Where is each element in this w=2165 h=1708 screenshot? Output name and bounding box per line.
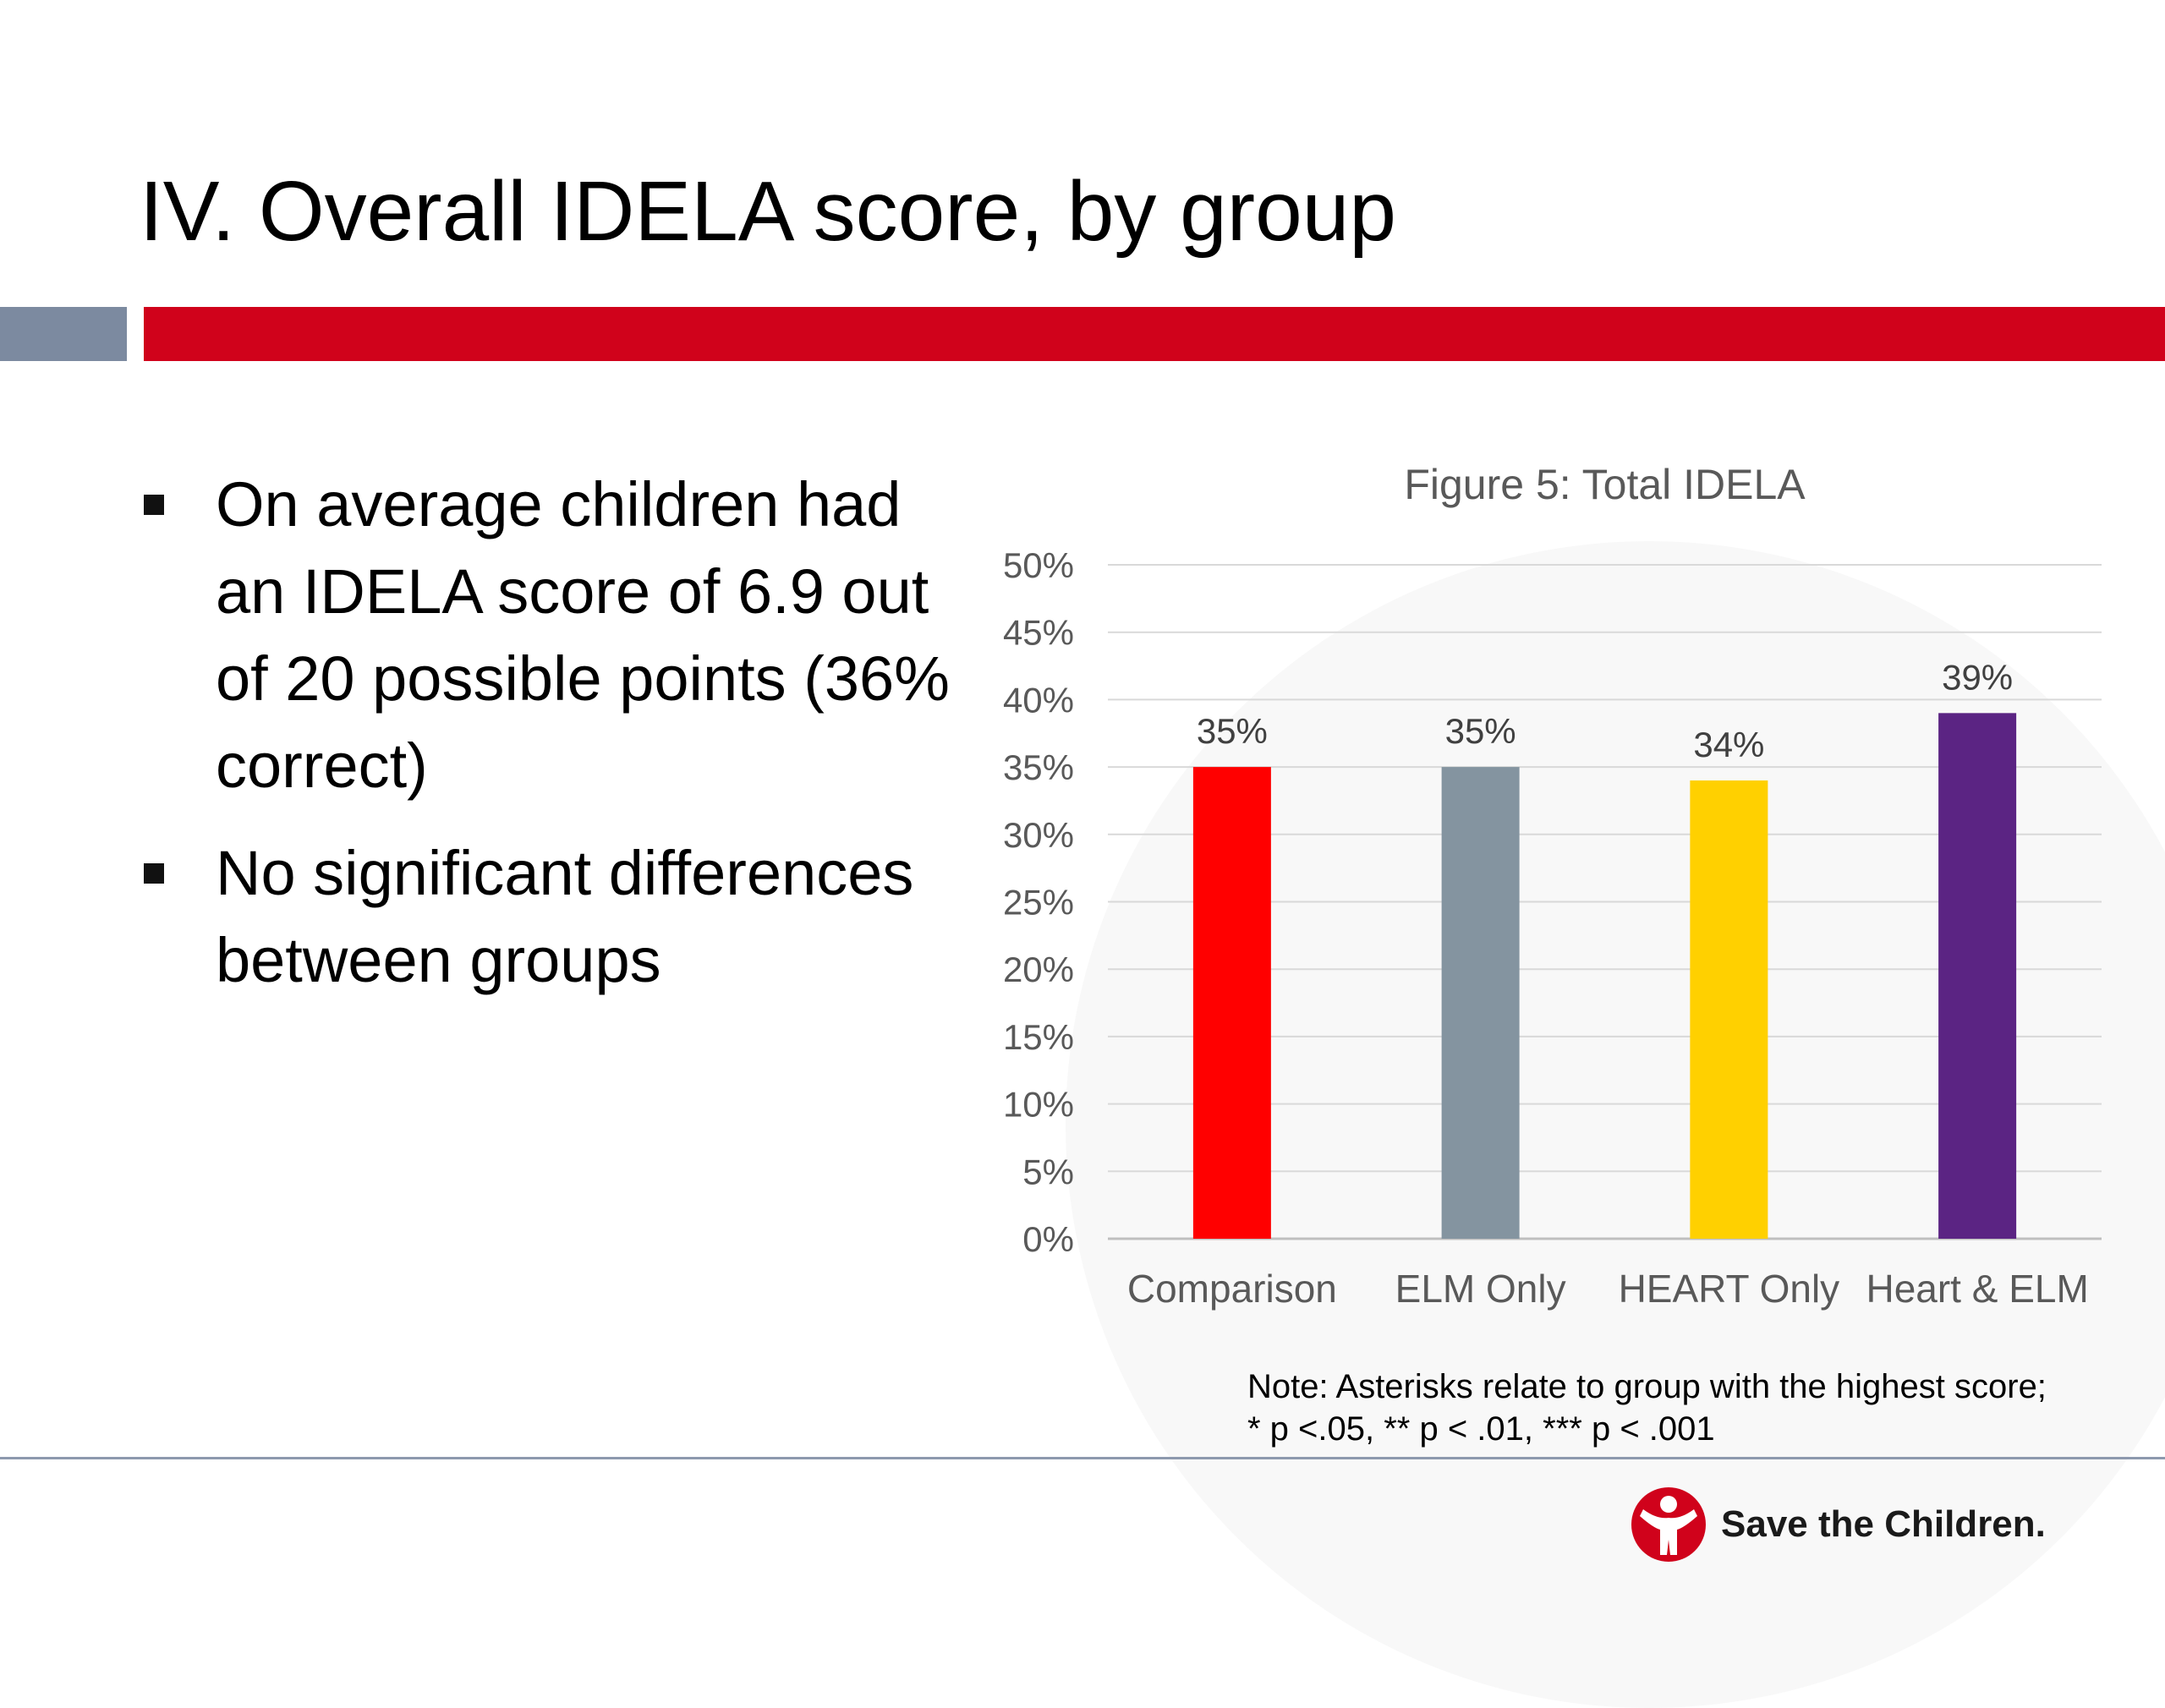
y-tick-label: 35% <box>1003 747 1074 787</box>
bullet-square-icon <box>144 495 164 515</box>
bullet-item: No significant differences between group… <box>135 829 981 1004</box>
y-tick-label: 20% <box>1003 950 1074 989</box>
bullet-text: On average children had an IDELA score o… <box>216 469 950 801</box>
bullet-list: On average children had an IDELA score o… <box>135 461 981 1024</box>
y-tick-label: 5% <box>1022 1152 1074 1191</box>
data-label: 35% <box>1445 711 1516 751</box>
bar <box>1938 713 2017 1239</box>
child-figure-icon <box>1631 1487 1706 1562</box>
y-tick-label: 40% <box>1003 680 1074 720</box>
y-tick-label: 30% <box>1003 815 1074 855</box>
y-tick-label: 50% <box>1003 545 1074 585</box>
logo-text: Save the Children. <box>1721 1503 2046 1545</box>
y-tick-label: 10% <box>1003 1085 1074 1125</box>
x-tick-label: HEART Only <box>1619 1267 1840 1311</box>
chart-title: Figure 5: Total IDELA <box>1404 461 1806 508</box>
data-label: 34% <box>1693 725 1764 764</box>
x-tick-label: ELM Only <box>1395 1267 1566 1311</box>
data-label: 35% <box>1197 711 1268 751</box>
x-tick-label: Heart & ELM <box>1866 1267 2088 1311</box>
bar <box>1192 767 1271 1239</box>
bullet-text: No significant differences between group… <box>216 838 914 995</box>
bar <box>1441 767 1520 1239</box>
bullet-square-icon <box>144 863 164 884</box>
footer-divider <box>0 1457 2165 1459</box>
y-tick-label: 15% <box>1003 1017 1074 1057</box>
y-tick-label: 0% <box>1022 1219 1074 1259</box>
title-accent-bar-red <box>144 307 2165 361</box>
chart-note: Note: Asterisks relate to group with the… <box>1247 1366 2047 1450</box>
bullet-item: On average children had an IDELA score o… <box>135 461 981 809</box>
y-tick-label: 45% <box>1003 613 1074 653</box>
note-line-1: Note: Asterisks relate to group with the… <box>1247 1368 2047 1405</box>
title-accent-bar-gray <box>0 307 127 361</box>
save-the-children-logo: Save the Children. <box>1628 1484 2046 1565</box>
data-label: 39% <box>1942 657 2013 697</box>
bar <box>1690 780 1768 1239</box>
x-tick-label: Comparison <box>1127 1267 1337 1311</box>
y-tick-label: 25% <box>1003 883 1074 922</box>
slide-title: IV. Overall IDELA score, by group <box>140 164 1396 259</box>
note-line-2: * p <.05, ** p < .01, *** p < .001 <box>1247 1410 1715 1448</box>
bar-chart: Figure 5: Total IDELA 0% 5% 10% 15% 20% 25% 30%… <box>1003 461 2102 1311</box>
